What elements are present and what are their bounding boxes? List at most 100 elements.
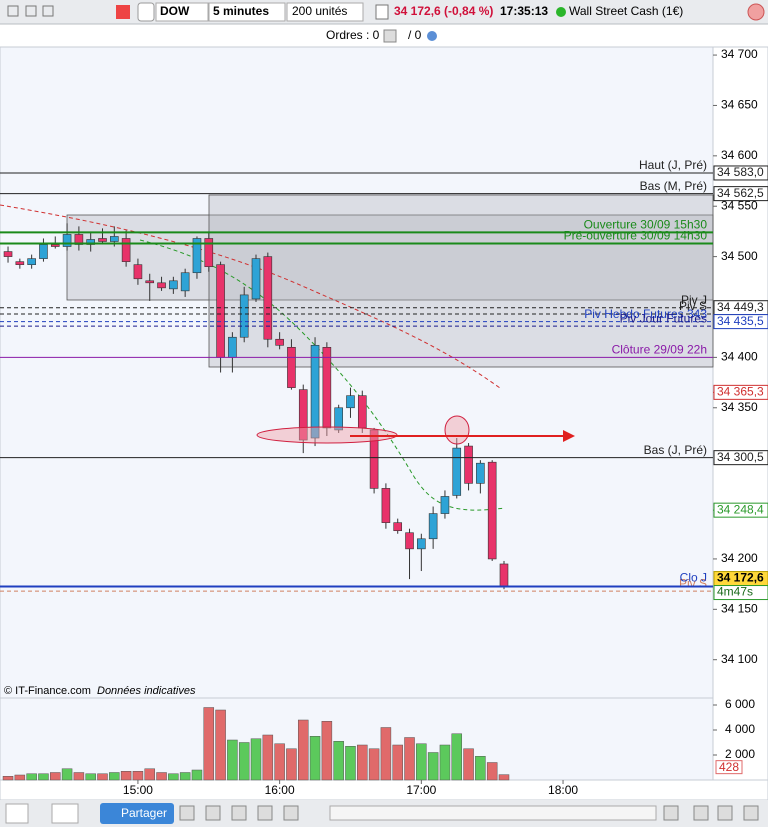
candle-body xyxy=(3,251,13,257)
moving-average xyxy=(139,239,506,511)
moving-average xyxy=(0,204,501,389)
instrument: Wall Street Cash (1€) xyxy=(569,4,683,18)
indicator-tool[interactable] xyxy=(51,803,79,824)
candle-body xyxy=(204,238,214,267)
volume-bar xyxy=(38,773,49,781)
info-icon[interactable] xyxy=(375,4,389,20)
y-tick-label: 34 700 xyxy=(721,47,758,61)
candle-body xyxy=(357,395,367,429)
tool-icon[interactable] xyxy=(205,805,221,821)
candle-body xyxy=(464,445,473,484)
axis-value-label: 34 300,5 xyxy=(717,450,764,464)
y-tick-label: 2 000 xyxy=(725,747,755,761)
zoom-button[interactable] xyxy=(663,805,679,821)
volume-bar xyxy=(357,744,368,781)
window-button[interactable] xyxy=(7,5,19,17)
volume-bar xyxy=(498,774,510,781)
last-price-name: Clo J xyxy=(680,571,707,585)
countdown: 4m47s xyxy=(717,585,753,599)
tool-icon[interactable] xyxy=(257,805,273,821)
candle-body xyxy=(499,563,509,587)
session-box xyxy=(208,194,714,368)
candle-body xyxy=(121,238,131,262)
y-tick-label: 34 200 xyxy=(721,551,758,565)
axis-value-box xyxy=(713,186,768,202)
candle-body xyxy=(417,538,426,550)
volume-bar xyxy=(61,768,73,781)
volume-last-box xyxy=(715,760,743,775)
x-tick-label: 15:00 xyxy=(123,783,153,797)
units-select[interactable] xyxy=(286,2,364,22)
volume-bar xyxy=(463,748,474,781)
volume-bar xyxy=(132,771,144,781)
zoom-button[interactable] xyxy=(743,805,759,821)
candle-body xyxy=(27,258,36,265)
candle-body xyxy=(180,272,190,292)
candle-body xyxy=(192,238,202,274)
pending-orders: / 0 xyxy=(408,28,422,42)
y-tick-label: 4 000 xyxy=(725,722,755,736)
annotation-arrowhead xyxy=(563,430,575,442)
volume-bar xyxy=(179,772,191,781)
symbol-select[interactable] xyxy=(155,2,209,22)
scrollbar[interactable] xyxy=(329,805,657,821)
volume-bar xyxy=(26,773,37,781)
volume-bar xyxy=(85,773,96,781)
timeframe-select[interactable] xyxy=(208,2,286,22)
candle-body xyxy=(322,347,332,429)
settings-icon[interactable] xyxy=(427,31,437,41)
level-label: Bas (J, Pré) xyxy=(644,443,707,457)
candle-body xyxy=(428,513,438,540)
volume-bar xyxy=(345,746,356,781)
volume-bar xyxy=(274,743,285,781)
axis-value-label: 34 562,5 xyxy=(717,186,764,200)
zoom-button[interactable] xyxy=(717,805,733,821)
candle-body xyxy=(110,236,119,242)
candle-body xyxy=(487,461,497,560)
candle-body xyxy=(216,264,225,358)
countdown-box xyxy=(713,585,768,601)
candle-body xyxy=(86,239,95,245)
chart-type-icon[interactable] xyxy=(116,5,130,19)
candle-body xyxy=(169,280,178,290)
window-button[interactable] xyxy=(42,5,54,17)
draw-tool[interactable] xyxy=(5,803,29,824)
price-change: 34 172,6 (-0,84 %) xyxy=(394,4,493,18)
share-button[interactable] xyxy=(100,803,174,824)
volume-bar xyxy=(427,752,439,781)
y-tick-label: 34 400 xyxy=(721,350,758,364)
volume-bar xyxy=(321,721,333,781)
candle-body xyxy=(405,532,414,550)
volume-bar xyxy=(286,748,297,781)
indicator-icon[interactable] xyxy=(137,2,155,22)
zoom-button[interactable] xyxy=(693,805,709,821)
window-button[interactable] xyxy=(25,5,37,17)
y-tick-label: 34 150 xyxy=(721,601,758,615)
volume-bar xyxy=(227,739,238,781)
tool-icon[interactable] xyxy=(179,805,195,821)
clock: 17:35:13 xyxy=(500,4,548,18)
level-label: Clôture 29/09 22h xyxy=(612,343,707,357)
tool-icon[interactable] xyxy=(283,805,299,821)
volume-bar xyxy=(262,734,274,781)
volume-bar xyxy=(203,707,215,781)
tool-icon[interactable] xyxy=(231,805,247,821)
candle-body xyxy=(381,488,391,523)
y-tick-label: 34 350 xyxy=(721,400,758,414)
refresh-button[interactable] xyxy=(747,3,765,21)
candle-body xyxy=(346,395,355,409)
y-tick-label: 6 000 xyxy=(725,697,755,711)
axis-value-label: 34 365,3 xyxy=(717,385,764,399)
symbol: DOW xyxy=(160,4,190,18)
volume-bar xyxy=(250,738,262,781)
axis-value-label: 34 583,0 xyxy=(717,165,764,179)
volume-bar xyxy=(368,748,380,781)
volume-bar xyxy=(392,744,403,781)
axis-value-box xyxy=(713,502,768,518)
cancel-orders[interactable] xyxy=(383,29,397,43)
orders: Ordres : 0 xyxy=(326,28,380,42)
level-label: Ouverture 30/09 15h30 xyxy=(584,218,708,232)
candle-body xyxy=(133,264,143,280)
volume-bar xyxy=(168,773,179,781)
